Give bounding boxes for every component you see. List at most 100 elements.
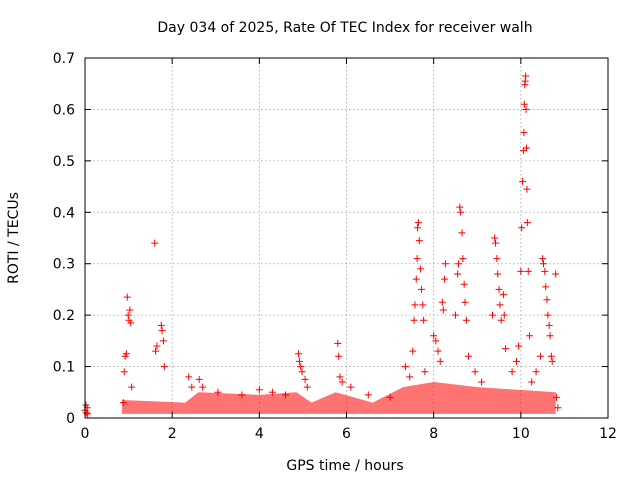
data-point <box>455 260 463 268</box>
data-point <box>127 319 135 327</box>
chart-title: Day 034 of 2025, Rate Of TEC Index for r… <box>157 20 532 36</box>
x-tick-label: 10 <box>512 426 530 442</box>
data-point <box>539 260 547 268</box>
data-point <box>441 260 449 268</box>
data-point <box>494 270 502 278</box>
data-point <box>522 144 530 152</box>
data-point <box>295 350 303 358</box>
data-point <box>301 375 309 383</box>
data-point <box>456 203 464 211</box>
data-point <box>522 72 530 80</box>
data-point <box>417 285 425 293</box>
data-point <box>334 339 342 347</box>
x-tick-label: 4 <box>255 426 264 442</box>
data-point <box>126 306 134 314</box>
data-marks <box>81 72 562 418</box>
grid-lines <box>85 58 608 418</box>
data-point <box>420 316 428 324</box>
data-point <box>419 301 427 309</box>
data-point <box>364 391 372 399</box>
data-point <box>347 383 355 391</box>
data-point <box>411 301 419 309</box>
data-point <box>151 239 159 247</box>
data-point <box>438 298 446 306</box>
data-point <box>158 327 166 335</box>
x-tick-label: 8 <box>429 426 438 442</box>
x-tick-label: 12 <box>599 426 617 442</box>
data-point <box>303 383 311 391</box>
y-tick-label: 0.1 <box>53 360 75 376</box>
data-point <box>542 283 550 291</box>
data-point <box>439 306 447 314</box>
data-point <box>414 224 422 232</box>
data-point <box>413 255 421 263</box>
data-point <box>160 363 168 371</box>
data-point <box>528 378 536 386</box>
y-tick-label: 0.6 <box>53 102 75 118</box>
y-tick-label: 0.2 <box>53 308 75 324</box>
data-point <box>430 332 438 340</box>
x-tick-label: 2 <box>168 426 177 442</box>
data-point <box>297 363 305 371</box>
data-point <box>122 350 130 358</box>
data-point <box>410 316 418 324</box>
data-point <box>255 386 263 394</box>
data-point <box>520 100 528 108</box>
data-point <box>159 337 167 345</box>
data-point <box>128 383 136 391</box>
data-point <box>457 208 465 216</box>
data-point <box>512 357 520 365</box>
x-axis-label: GPS time / hours <box>286 458 403 474</box>
data-point <box>491 234 499 242</box>
x-tick-label: 0 <box>81 426 90 442</box>
data-point <box>545 321 553 329</box>
data-point <box>519 177 527 185</box>
data-point <box>401 363 409 371</box>
data-point <box>335 352 343 360</box>
data-point <box>541 267 549 275</box>
data-point <box>520 129 528 137</box>
data-point <box>489 311 497 319</box>
data-point <box>338 378 346 386</box>
data-point <box>432 337 440 345</box>
data-point <box>465 352 473 360</box>
y-tick-label: 0.5 <box>53 154 75 170</box>
data-point <box>497 316 505 324</box>
data-point <box>499 291 507 299</box>
data-point <box>417 265 425 273</box>
data-point <box>185 373 193 381</box>
data-point <box>471 368 479 376</box>
data-point <box>502 345 510 353</box>
data-point <box>547 352 555 360</box>
dense-baseline-band <box>122 382 556 414</box>
data-point <box>518 224 526 232</box>
data-point <box>451 311 459 319</box>
data-point <box>524 267 532 275</box>
data-point <box>409 347 417 355</box>
data-point <box>336 373 344 381</box>
data-point <box>522 105 530 113</box>
y-tick-label: 0.4 <box>53 205 75 221</box>
data-point <box>523 219 531 227</box>
data-point <box>500 311 508 319</box>
data-point <box>539 255 547 263</box>
data-point <box>508 368 516 376</box>
data-point <box>461 298 469 306</box>
data-point <box>462 316 470 324</box>
data-point <box>552 270 560 278</box>
data-point <box>478 378 486 386</box>
data-point <box>517 267 525 275</box>
data-point <box>123 293 131 301</box>
data-point <box>532 368 540 376</box>
data-point <box>515 342 523 350</box>
data-point <box>195 375 203 383</box>
data-point <box>543 296 551 304</box>
data-point <box>536 352 544 360</box>
data-point <box>459 255 467 263</box>
y-tick-label: 0 <box>66 411 75 427</box>
data-point <box>434 347 442 355</box>
data-point <box>295 357 303 365</box>
y-axis-label: ROTI / TECUs <box>6 192 22 284</box>
